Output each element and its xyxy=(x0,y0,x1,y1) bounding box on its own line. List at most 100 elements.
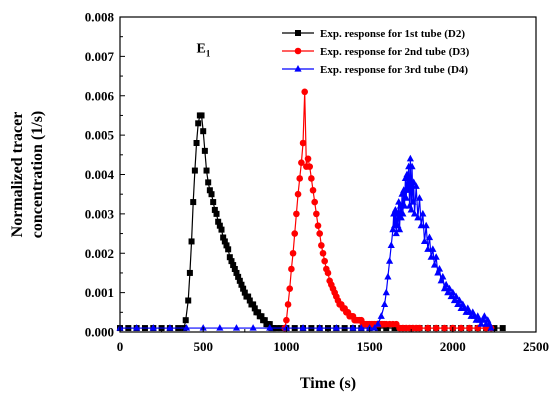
series-1-point xyxy=(211,206,218,213)
series-2-point xyxy=(289,249,297,257)
peak-annotation: E1 xyxy=(197,41,211,58)
series-3-point xyxy=(266,324,274,331)
series-2-point xyxy=(311,198,318,206)
series-3-point xyxy=(417,221,425,229)
series-2-point xyxy=(291,230,299,237)
series-2-point xyxy=(313,210,320,218)
series-3-point xyxy=(407,205,415,213)
series-2-point xyxy=(296,175,304,182)
y-tick-label: 0.002 xyxy=(85,246,114,261)
legend-entry-2: Exp. response for 2nd tube (D3) xyxy=(320,46,470,58)
y-axis-label-line1: Normalized tracer xyxy=(9,112,26,238)
series-3-point xyxy=(392,229,400,237)
series-3-point xyxy=(395,225,404,233)
series-1-point xyxy=(200,128,207,135)
series-1-point xyxy=(258,313,265,320)
series-2-point xyxy=(306,163,313,170)
series-3-point xyxy=(442,280,450,288)
series-1-point xyxy=(185,297,192,304)
series-3-point xyxy=(403,170,411,178)
y-tick-label: 0.005 xyxy=(85,128,115,143)
series-1-point xyxy=(231,266,238,272)
series-1-point xyxy=(238,281,245,288)
series-3-point xyxy=(385,257,394,264)
series-3-point xyxy=(422,221,430,229)
series-3-point xyxy=(424,245,432,252)
x-axis-label: Time (s) xyxy=(300,375,356,392)
series-2-point xyxy=(284,301,292,308)
series-3-point xyxy=(149,324,157,331)
series-3-point xyxy=(479,316,487,323)
series-2-point xyxy=(316,230,323,237)
y-tick-label: 0.000 xyxy=(85,325,114,340)
y-tick-label: 0.006 xyxy=(85,88,115,103)
series-3-point xyxy=(182,324,191,331)
annotation-subscript: 1 xyxy=(206,48,211,58)
series-3-point xyxy=(377,312,385,319)
series-1-point xyxy=(255,309,262,316)
series-1-point xyxy=(391,325,398,332)
series-1-point xyxy=(182,317,189,324)
series-1-point xyxy=(213,210,220,217)
series-3-point xyxy=(216,324,224,331)
series-3-point xyxy=(439,272,447,280)
series-1-point xyxy=(499,325,506,332)
series-1-point xyxy=(374,325,381,332)
series-1-point xyxy=(218,226,225,233)
series-1-point xyxy=(190,199,197,206)
x-tick-label: 1500 xyxy=(357,339,383,354)
series-3-point xyxy=(480,312,489,319)
series-2-point xyxy=(321,257,328,265)
series-1-point xyxy=(221,238,228,245)
series-2-point xyxy=(324,269,332,277)
series-3-point xyxy=(445,284,454,292)
series-3-point xyxy=(454,300,462,308)
y-tick-label: 0.007 xyxy=(85,49,115,64)
series-1-point xyxy=(240,285,247,292)
series-1-point xyxy=(226,254,233,261)
series-1-point xyxy=(201,147,208,154)
series-1-point xyxy=(203,167,210,174)
series-2-point xyxy=(283,316,290,324)
series-1-point xyxy=(216,222,223,229)
series-2-point xyxy=(286,285,294,292)
series-2-point xyxy=(424,324,432,332)
series-1-line xyxy=(120,114,503,329)
series-1-point xyxy=(191,167,198,174)
series-3-point xyxy=(425,233,434,241)
series-3-line xyxy=(120,158,492,329)
series-3-point xyxy=(444,288,452,296)
x-tick-label: 0 xyxy=(117,339,124,354)
series-3-point xyxy=(316,324,324,331)
series-3-point xyxy=(133,324,141,331)
series-3-point xyxy=(450,296,459,304)
series-3-point xyxy=(437,276,445,284)
series-1-point xyxy=(198,112,205,119)
series-3-point xyxy=(380,300,389,308)
series-1-point xyxy=(186,269,193,276)
series-3-point xyxy=(398,190,406,197)
y-tick-label: 0.003 xyxy=(85,206,115,221)
legend-marker-3 xyxy=(294,65,302,72)
series-2-point xyxy=(441,324,448,332)
series-3-point xyxy=(432,253,440,260)
series-2-point xyxy=(288,265,295,273)
series-1-point xyxy=(195,120,202,127)
series-3-point xyxy=(299,324,307,331)
x-tick-label: 2000 xyxy=(440,339,466,354)
series-3-point xyxy=(415,194,424,201)
series-3-point xyxy=(232,324,241,331)
series-3-point xyxy=(332,324,340,331)
series-3-point xyxy=(349,324,357,331)
series-3-point xyxy=(400,202,409,209)
series-1-point xyxy=(228,258,235,265)
series-1-point xyxy=(193,140,200,146)
series-1-point xyxy=(210,199,217,206)
series-3-point xyxy=(397,213,405,221)
series-2-point xyxy=(299,139,307,147)
series-3-point xyxy=(387,241,395,248)
ticks-layer: 0 500 1000 1500 2000 2500 0.000 0.001 0.002 0.003… xyxy=(85,10,549,355)
series-2-point xyxy=(294,190,302,198)
x-tick-label: 2500 xyxy=(523,339,549,354)
